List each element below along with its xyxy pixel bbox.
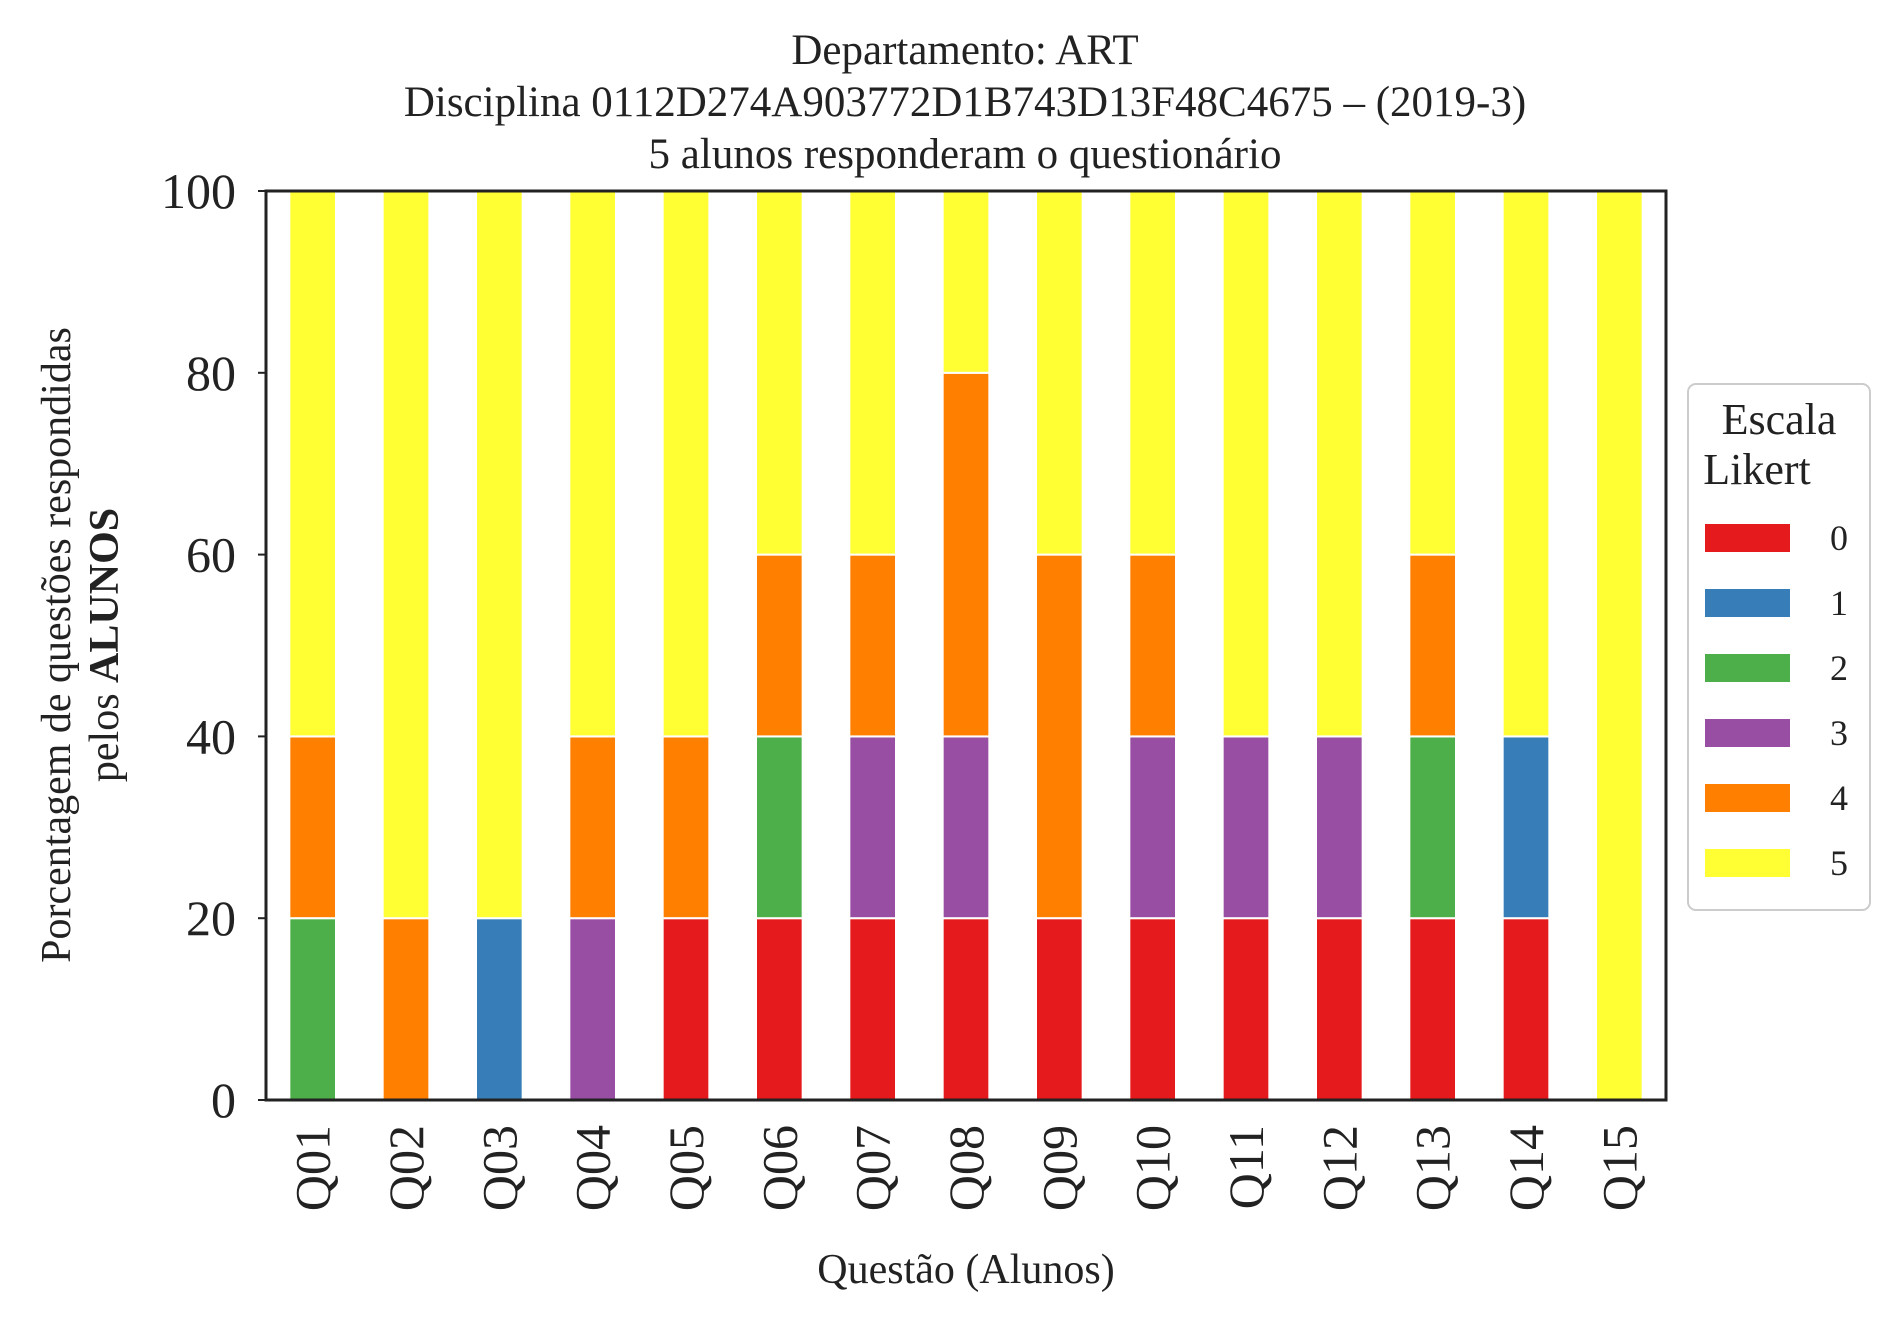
bar-segment-q13-likert-2 [1408,735,1458,920]
x-tick-label-q15: Q15 [1591,1125,1647,1211]
bar-segment-q10-likert-3 [1128,735,1178,920]
bar-segment-q04-likert-3 [568,917,617,1102]
bar-segment-q12-likert-0 [1315,917,1364,1102]
bar-segment-q09-likert-5 [1035,190,1084,556]
x-tick-label-q14: Q14 [1498,1125,1554,1211]
title-line-3: 5 alunos responderam o questionário [649,131,1282,178]
bar-segment-q10-likert-4 [1128,553,1178,738]
plot-frame [264,189,1668,1102]
x-tick-label-q09: Q09 [1031,1125,1087,1211]
x-tick-label-q05: Q05 [658,1125,714,1211]
bar-segment-q09-likert-0 [1035,917,1084,1102]
bar-segment-q15-likert-5 [1595,190,1644,1101]
x-tick-label-q10: Q10 [1125,1125,1181,1211]
x-axis-label: Questão (Alunos) [817,1247,1114,1293]
bars [288,190,1644,1102]
y-axis-label-prefix: pelos [82,683,128,782]
legend-swatch-5 [1705,849,1790,877]
bar-segment-q08-likert-3 [941,735,991,920]
y-axis-label-bold: ALUNOS [82,508,128,683]
bar-segment-q10-likert-5 [1128,190,1178,556]
bar-segment-q02-likert-5 [381,190,431,920]
legend-items: 0 1 2 3 4 5 [1705,518,1848,883]
chart-title: Departamento: ART Disciplina 0112D274A90… [404,27,1526,178]
legend-title-line-2: Likert [1703,445,1811,494]
y-tick-label-100: 100 [161,163,236,219]
legend-title-line-1: Escala [1722,395,1837,444]
legend-label-1: 1 [1830,583,1848,623]
bar-segment-q09-likert-4 [1035,553,1084,920]
legend-label-0: 0 [1830,518,1848,558]
y-axis-ticks: 0 20 40 60 80 100 [161,163,266,1128]
legend-label-4: 4 [1830,778,1848,818]
x-tick-label-q12: Q12 [1311,1125,1367,1211]
y-axis-label: Porcentagem de questões respondidas pelo… [34,327,128,963]
legend-swatch-1 [1705,589,1790,617]
bar-segment-q04-likert-5 [568,190,617,738]
bar-segment-q13-likert-0 [1408,917,1458,1102]
bar-segment-q12-likert-3 [1315,735,1364,920]
bar-segment-q08-likert-5 [941,190,991,374]
y-axis-label-line-1: Porcentagem de questões respondidas [34,327,80,963]
x-tick-label-q04: Q04 [565,1125,621,1211]
legend-swatch-2 [1705,654,1790,682]
bar-segment-q06-likert-5 [755,190,804,556]
bar-segment-q07-likert-0 [848,917,897,1102]
bar-segment-q11-likert-3 [1221,735,1271,920]
legend-label-5: 5 [1830,843,1848,883]
y-tick-label-0: 0 [211,1072,236,1128]
y-tick-label-20: 20 [186,890,236,946]
bar-segment-q06-likert-0 [755,917,804,1102]
y-tick-label-80: 80 [186,345,236,401]
bar-segment-q14-likert-1 [1501,735,1551,920]
bar-segment-q11-likert-0 [1221,917,1271,1102]
bar-segment-q07-likert-3 [848,735,897,920]
bar-segment-q08-likert-4 [941,371,991,738]
legend-label-2: 2 [1830,648,1848,688]
bar-segment-q08-likert-0 [941,917,991,1102]
bar-segment-q05-likert-5 [661,190,711,738]
x-tick-label-q02: Q02 [378,1125,434,1211]
bar-segment-q06-likert-2 [755,735,804,920]
y-tick-label-60: 60 [186,527,236,583]
bar-segment-q10-likert-0 [1128,917,1178,1102]
bar-segment-q01-likert-2 [288,917,338,1102]
y-tick-label-40: 40 [186,708,236,764]
x-tick-label-q07: Q07 [845,1125,901,1211]
legend-swatch-4 [1705,784,1790,812]
legend-frame [1687,383,1871,911]
x-tick-label-q11: Q11 [1218,1125,1274,1209]
title-line-2: Disciplina 0112D274A903772D1B743D13F48C4… [404,79,1526,126]
legend-swatch-0 [1705,524,1790,552]
bar-segment-q07-likert-4 [848,553,897,738]
bar-segment-q01-likert-4 [288,735,338,920]
bar-segment-q02-likert-4 [381,917,431,1102]
bar-segment-q05-likert-4 [661,735,711,920]
bar-segment-q11-likert-5 [1221,190,1271,738]
bar-segment-q06-likert-4 [755,553,804,738]
bar-segment-q14-likert-5 [1501,190,1551,738]
bar-segment-q14-likert-0 [1501,917,1551,1102]
title-line-1: Departamento: ART [791,27,1138,74]
bar-segment-q03-likert-5 [475,190,524,920]
legend-label-3: 3 [1830,713,1848,753]
x-tick-label-q03: Q03 [471,1125,527,1211]
legend-swatch-3 [1705,719,1790,747]
bar-segment-q05-likert-0 [661,917,711,1102]
bar-segment-q01-likert-5 [288,190,338,738]
bar-segment-q04-likert-4 [568,735,617,920]
bar-segment-q03-likert-1 [475,917,524,1102]
x-tick-label-q01: Q01 [285,1125,341,1211]
x-tick-label-q06: Q06 [751,1125,807,1211]
bar-segment-q12-likert-5 [1315,190,1364,738]
bar-segment-q07-likert-5 [848,190,897,556]
x-tick-label-q13: Q13 [1405,1125,1461,1211]
y-axis-label-line-2: pelos ALUNOS [82,508,128,782]
bar-segment-q13-likert-4 [1408,553,1458,738]
x-axis-ticks: Q01 Q02 Q03 Q04 Q05 Q06 Q07 Q08 Q09 Q10 Q11 Q12 Q13 Q… [285,1125,1648,1211]
x-tick-label-q08: Q08 [938,1125,994,1211]
legend: Escala Likert 0 1 2 3 4 5 [1687,383,1871,911]
bar-segment-q13-likert-5 [1408,190,1458,556]
